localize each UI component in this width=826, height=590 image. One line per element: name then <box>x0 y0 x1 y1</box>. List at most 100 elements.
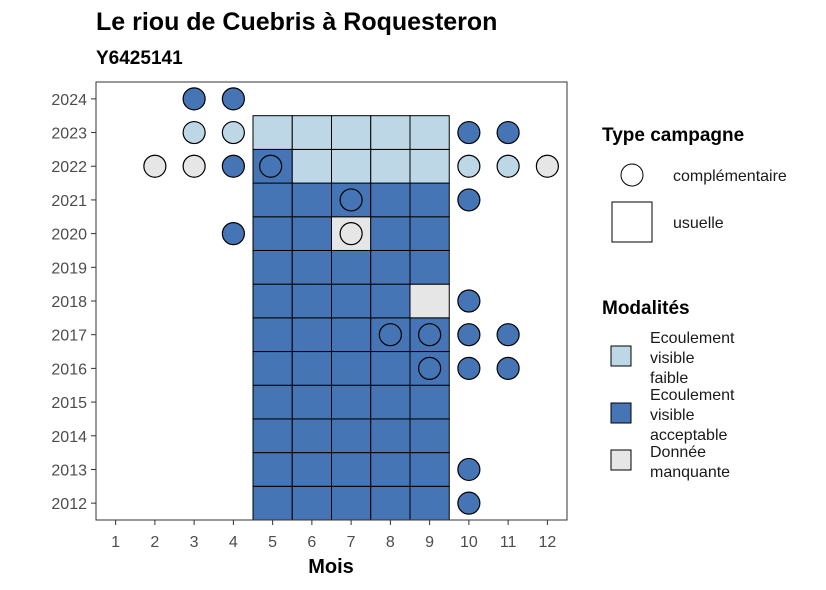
legend-modalites-title: Modalités <box>602 298 690 319</box>
tile-2013-7 <box>331 452 372 487</box>
tile-2014-8 <box>370 418 411 454</box>
tile-2016-5 <box>252 351 293 386</box>
x-tick-label-4: 4 <box>229 534 238 551</box>
tiles-layer <box>252 115 450 521</box>
tile-2014-7 <box>331 418 372 454</box>
point-2022-6 <box>143 154 167 178</box>
tile-2015-8 <box>370 384 411 420</box>
points-layer <box>143 87 559 515</box>
tile-2023-7 <box>331 115 372 150</box>
y-tick-label-2021: 2021 <box>51 193 87 210</box>
tile-2013-8 <box>370 452 411 487</box>
y-axis: 2012 2013 2014 2015 2016 2017 2018 2019 2020 2021… <box>51 92 96 513</box>
tile-2019-7 <box>331 249 372 285</box>
tile-2020-8 <box>370 216 411 251</box>
legend-type-title: Type campagne <box>602 125 744 146</box>
tile-2019-9 <box>409 249 450 285</box>
x-tick-label-5: 5 <box>268 534 277 551</box>
tile-2013-5 <box>252 452 293 487</box>
tile-2023-9 <box>409 115 450 150</box>
tile-2021-5 <box>252 182 293 218</box>
y-tick-label-2018: 2018 <box>51 294 87 311</box>
x-tick-label-8: 8 <box>386 534 395 551</box>
tile-2015-6 <box>291 384 332 420</box>
point-2020-15 <box>221 222 245 246</box>
legend-key-acceptable <box>610 402 632 424</box>
point-2023-3 <box>221 120 245 145</box>
y-tick-label-2012: 2012 <box>51 496 87 513</box>
tile-2014-9 <box>409 418 450 454</box>
legend-key-complementaire <box>620 163 644 187</box>
x-tick-label-2: 2 <box>150 534 159 551</box>
tile-2022-9 <box>409 148 450 184</box>
y-tick-label-2017: 2017 <box>51 328 87 345</box>
tile-2023-5 <box>252 115 293 150</box>
tile-2019-6 <box>291 249 332 285</box>
tile-2016-8 <box>370 351 411 386</box>
tile-2016-6 <box>291 351 332 386</box>
point-2021-14 <box>457 188 481 212</box>
legend-key-faible <box>610 345 632 367</box>
x-tick-label-10: 10 <box>460 534 478 551</box>
chart-subtitle: Y6425141 <box>96 48 183 69</box>
tile-2019-8 <box>370 249 411 285</box>
y-tick-label-2015: 2015 <box>51 395 87 412</box>
tile-2021-9 <box>409 182 450 218</box>
point-2017-19 <box>418 323 442 347</box>
legend-key-manquante <box>610 449 632 471</box>
tile-2013-6 <box>291 452 332 487</box>
y-tick-label-2024: 2024 <box>51 92 87 109</box>
tile-2022-7 <box>331 148 372 184</box>
tile-2015-7 <box>331 384 372 420</box>
tile-2020-6 <box>291 216 332 251</box>
tile-2018-5 <box>252 283 293 319</box>
tile-2021-6 <box>291 182 332 218</box>
point-2024-0 <box>182 87 206 111</box>
x-tick-label-12: 12 <box>538 534 556 551</box>
tile-2018-7 <box>331 283 372 319</box>
point-2022-8 <box>221 154 245 178</box>
tile-2014-5 <box>252 418 293 454</box>
tile-2018-8 <box>370 283 411 319</box>
point-2016-22 <box>418 356 442 380</box>
point-2013-25 <box>457 457 481 482</box>
x-tick-label-3: 3 <box>190 534 199 551</box>
chart-title: Le riou de Cuebris à Roquesteron <box>96 8 497 36</box>
tile-2012-9 <box>409 485 450 521</box>
legend-label-manquante: Donnée manquante <box>650 444 730 481</box>
tile-2023-8 <box>370 115 411 150</box>
y-tick-label-2022: 2022 <box>51 159 87 176</box>
y-tick-label-2014: 2014 <box>51 429 87 446</box>
tile-2012-5 <box>252 485 293 521</box>
x-tick-label-11: 11 <box>500 534 517 551</box>
point-2012-26 <box>457 491 481 515</box>
point-2022-11 <box>496 154 520 178</box>
legend-label-usuelle: usuelle <box>673 215 724 232</box>
y-tick-label-2013: 2013 <box>51 462 87 479</box>
legend-label-acceptable: Ecoulement visible acceptable <box>650 387 739 444</box>
y-tick-label-2023: 2023 <box>51 126 87 143</box>
tile-2014-6 <box>291 418 332 454</box>
point-2021-13 <box>339 188 363 212</box>
x-tick-label-9: 9 <box>425 534 434 551</box>
tile-2018-6 <box>291 283 332 319</box>
point-2022-12 <box>535 154 559 178</box>
tile-2020-5 <box>252 216 293 251</box>
x-axis: 1 2 3 4 5 6 7 8 9 10 11 12 <box>111 520 556 551</box>
tile-2013-9 <box>409 452 450 487</box>
point-2023-4 <box>457 120 481 145</box>
tile-2012-8 <box>370 485 411 521</box>
y-tick-label-2019: 2019 <box>51 260 87 277</box>
point-2023-5 <box>496 120 520 145</box>
x-tick-label-1: 1 <box>111 534 120 551</box>
point-2016-24 <box>496 356 520 380</box>
x-axis-title: Mois <box>308 556 354 578</box>
tile-2017-7 <box>331 317 372 353</box>
y-tick-label-2020: 2020 <box>51 227 87 244</box>
tile-2012-7 <box>331 485 372 521</box>
legend-label-complementaire: complémentaire <box>673 168 787 185</box>
legend: Type campagne complémentaire usuelle Mod… <box>602 125 787 481</box>
point-2022-9 <box>259 154 283 178</box>
point-2018-17 <box>457 289 481 313</box>
